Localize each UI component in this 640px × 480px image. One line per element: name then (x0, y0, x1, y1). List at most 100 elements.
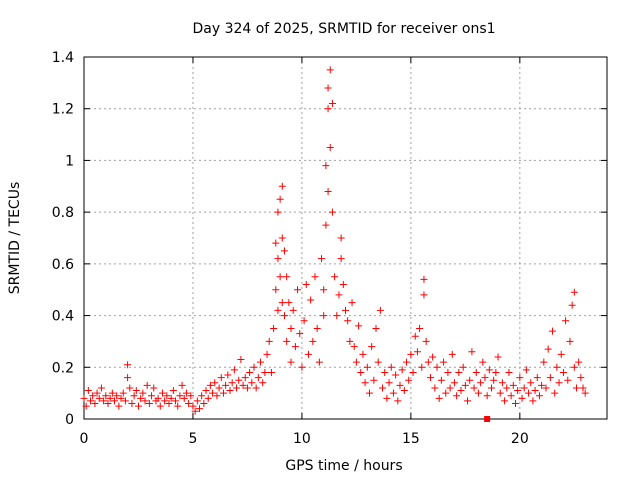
data-point (272, 239, 280, 247)
data-point (263, 350, 271, 358)
data-points (80, 66, 589, 422)
data-point (376, 306, 384, 314)
x-axis-label: GPS time / hours (285, 458, 402, 474)
data-point (274, 306, 282, 314)
data-point (320, 286, 328, 294)
data-point (527, 379, 535, 387)
data-point (328, 100, 336, 108)
data-point (535, 392, 543, 400)
data-point (289, 306, 297, 314)
data-point (128, 399, 136, 407)
data-point (544, 345, 552, 353)
data-point (492, 368, 500, 376)
data-point (154, 394, 162, 402)
outlier-point (484, 416, 491, 422)
data-point (165, 399, 173, 407)
data-point (383, 394, 391, 402)
data-point (108, 389, 116, 397)
data-point (261, 368, 269, 376)
data-point (195, 405, 203, 413)
data-point (355, 322, 363, 330)
x-tick-label: 10 (293, 431, 311, 447)
data-point (167, 394, 175, 402)
data-point (283, 273, 291, 281)
data-point (396, 381, 404, 389)
data-point (280, 312, 288, 320)
data-point (320, 312, 328, 320)
data-point (202, 387, 210, 395)
data-point (398, 366, 406, 374)
data-point (440, 358, 448, 366)
data-point (470, 384, 478, 392)
data-point (134, 402, 142, 410)
data-point (553, 363, 561, 371)
data-point (511, 399, 519, 407)
data-point (379, 384, 387, 392)
data-point (538, 381, 546, 389)
data-point (457, 387, 465, 395)
data-point (204, 394, 212, 402)
data-point (239, 381, 247, 389)
data-point (178, 381, 186, 389)
data-point (503, 384, 511, 392)
data-point (121, 397, 129, 405)
data-point (115, 402, 123, 410)
data-point (272, 286, 280, 294)
data-point (209, 389, 217, 397)
grid-lines (84, 57, 607, 419)
data-point (540, 358, 548, 366)
data-point (84, 387, 92, 395)
data-point (568, 301, 576, 309)
data-point (357, 368, 365, 376)
data-point (259, 379, 267, 387)
data-point (315, 358, 323, 366)
data-point (370, 376, 378, 384)
data-point (426, 374, 434, 382)
data-point (278, 182, 286, 190)
data-point (525, 389, 533, 397)
data-point (300, 317, 308, 325)
data-point (193, 397, 201, 405)
data-point (339, 281, 347, 289)
data-point (520, 384, 528, 392)
data-point (226, 387, 234, 395)
data-point (555, 379, 563, 387)
data-point (304, 350, 312, 358)
y-tick-label: 1 (65, 153, 74, 169)
data-point (250, 363, 258, 371)
data-point (267, 368, 275, 376)
data-point (124, 361, 132, 369)
data-point (246, 368, 254, 376)
data-point (228, 379, 236, 387)
data-point (176, 392, 184, 400)
data-point (217, 374, 225, 382)
data-point (549, 327, 557, 335)
data-point (509, 381, 517, 389)
data-point (342, 306, 349, 314)
data-point (481, 374, 489, 382)
data-point (522, 366, 530, 374)
data-point (498, 379, 506, 387)
data-point (472, 368, 480, 376)
data-point (237, 356, 245, 364)
data-point (387, 363, 395, 371)
data-point (363, 363, 371, 371)
data-point (224, 371, 232, 379)
data-point (407, 350, 415, 358)
data-point (106, 394, 114, 402)
data-point (322, 162, 330, 170)
data-point (505, 368, 513, 376)
data-point (381, 368, 389, 376)
data-point (466, 376, 474, 384)
data-point (274, 255, 282, 263)
data-point (294, 286, 302, 294)
data-point (213, 392, 221, 400)
data-point (455, 368, 463, 376)
data-point (446, 384, 454, 392)
data-point (331, 273, 339, 281)
data-point (119, 389, 127, 397)
data-point (137, 394, 145, 402)
data-point (350, 343, 358, 351)
data-point (87, 397, 95, 405)
data-point (150, 384, 158, 392)
